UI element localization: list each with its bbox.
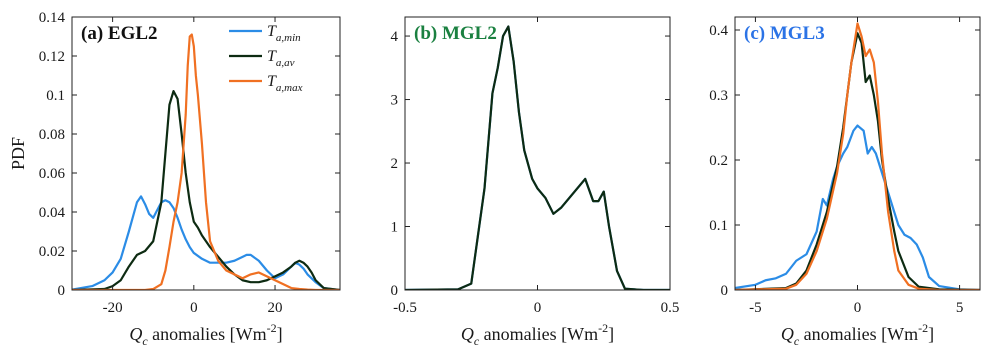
- y-tick-label: 3: [391, 93, 399, 109]
- y-tick-label: 0.08: [39, 127, 65, 143]
- y-tick-label: 0.3: [709, 88, 728, 104]
- series-line-ta-max: [72, 33, 340, 290]
- axes-box: [71, 16, 341, 291]
- x-tick-label: 20: [268, 300, 283, 316]
- y-tick-label: 0.1: [709, 218, 728, 234]
- panel-3: -5 0 5 0 0.1 0.2 0.3 0.4 (c) MGL3 Qc anomalies [W…: [709, 16, 981, 348]
- panel-title: (a) EGL2: [81, 23, 158, 44]
- y-tick-label: 0.06: [39, 166, 66, 182]
- y-tick-label: 0.14: [39, 10, 66, 26]
- y-tick-label: 0.04: [39, 205, 66, 221]
- y-axis-label: PDF: [8, 137, 28, 170]
- y-tick-label: 0.02: [39, 244, 65, 260]
- y-tick-label: 1: [391, 220, 399, 236]
- legend-label: Ta,max: [267, 73, 303, 94]
- axes-box: [734, 16, 981, 291]
- y-tick-label: 0.2: [709, 153, 728, 169]
- series-group: [405, 25, 670, 290]
- series-line-ta-av: [735, 32, 980, 290]
- panel-title: (b) MGL2: [414, 23, 497, 44]
- x-tick-label: 0: [190, 300, 198, 316]
- x-tick-label: -0.5: [393, 300, 417, 316]
- axes-box: [404, 16, 671, 291]
- legend-label: Ta,av: [267, 48, 295, 69]
- panel-title: (c) MGL3: [744, 23, 825, 44]
- y-tick-label: 0.1: [46, 88, 65, 104]
- legend-label: Ta,min: [267, 23, 301, 44]
- series-line-ta-min: [405, 25, 670, 290]
- y-tick-label: 4: [391, 29, 399, 45]
- series-group: [735, 22, 980, 290]
- y-tick-label: 0.12: [39, 49, 65, 65]
- x-tick-label: 0: [854, 300, 862, 316]
- x-axis-label: Qc anomalies [Wm-2]: [781, 321, 934, 348]
- series-group: [72, 33, 340, 290]
- series-line-ta-av: [405, 25, 670, 290]
- series-line-ta-min: [735, 124, 980, 290]
- y-tick-label: 0: [391, 283, 399, 299]
- panel-1: -20 0 20 0 0.02 0.04 0.06 0.08 0.1 0.12 0.14 (a) EG…: [8, 10, 341, 348]
- y-tick-label: 2: [391, 156, 399, 172]
- x-axis-label: Qc anomalies [Wm-2]: [129, 321, 282, 348]
- series-line-ta-av: [72, 90, 340, 290]
- x-axis-label: Qc anomalies [Wm-2]: [461, 321, 614, 348]
- x-tick-label: 0.5: [661, 300, 680, 316]
- x-tick-label: 0: [534, 300, 542, 316]
- y-tick-label: 0.4: [709, 23, 728, 39]
- x-tick-label: -20: [103, 300, 123, 316]
- x-tick-label: -5: [749, 300, 762, 316]
- y-tick-label: 0: [58, 283, 66, 299]
- x-tick-label: 5: [956, 300, 964, 316]
- y-tick-label: 0: [721, 283, 729, 299]
- series-line-ta-max: [735, 22, 980, 290]
